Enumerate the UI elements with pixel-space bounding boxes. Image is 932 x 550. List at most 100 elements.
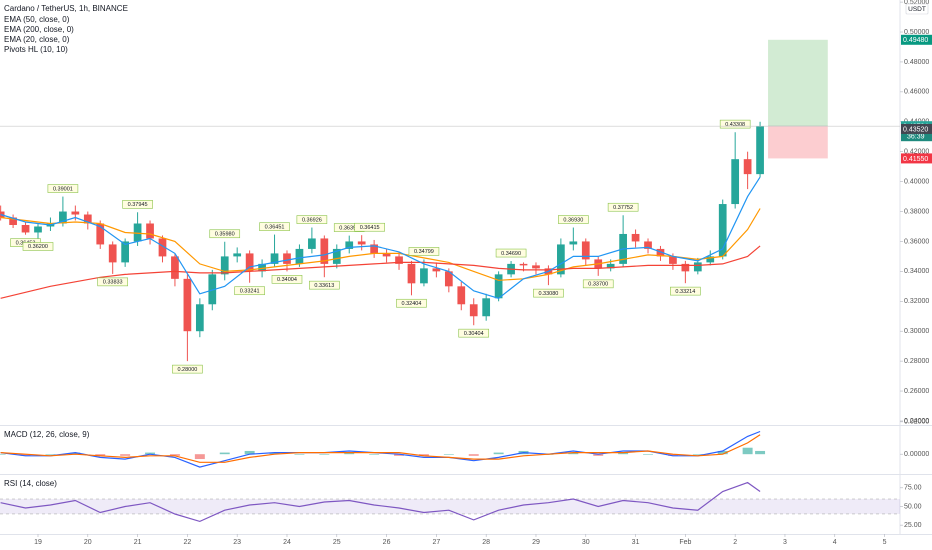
pivot-label-box: [533, 288, 564, 298]
target-zone: [768, 39, 828, 127]
pivot-label-box: [458, 328, 490, 338]
series-line: [0, 208, 761, 281]
price-tag-label: 0.41550: [903, 156, 928, 163]
x-tick-label: 31: [632, 539, 640, 546]
legend-entry: Pivots HL (10, 10): [4, 45, 68, 54]
candle-body: [581, 241, 590, 260]
candle-body: [444, 271, 453, 287]
pivot-label: 0.36926: [302, 217, 322, 223]
histogram-bar: [120, 454, 131, 456]
pivot-label-box: [558, 215, 589, 224]
rsi-band: [0, 499, 900, 514]
candle-body: [357, 241, 366, 245]
pivot-label-box: [234, 286, 265, 296]
histogram-bar: [244, 450, 255, 455]
histogram-bar: [618, 452, 629, 455]
candle-body: [693, 262, 702, 272]
x-tick-label: 27: [432, 539, 440, 546]
pivot-label: 0.32404: [402, 301, 422, 307]
legend-entry: EMA (20, close, 0): [4, 35, 70, 44]
candle-body: [133, 223, 142, 242]
pivot-label: 0.35980: [215, 231, 235, 237]
pivot-label-box: [97, 277, 128, 287]
histogram-bar: [45, 454, 56, 455]
histogram-bar: [269, 452, 280, 455]
histogram-bar: [20, 454, 31, 456]
y-tick-label: 0.36000: [904, 238, 929, 245]
y-tick-label: 0.50000: [904, 29, 929, 36]
candle-body: [283, 253, 291, 264]
pivot-label-box: [271, 275, 303, 284]
candle-body: [108, 244, 117, 263]
candle-body: [233, 253, 242, 257]
y-tick-label: 0.48000: [904, 59, 929, 66]
pivot-label-box: [172, 364, 203, 374]
pivot-label-box: [309, 280, 340, 290]
pivot-label: 0.33214: [675, 289, 695, 295]
unit-box: [905, 3, 929, 15]
candle-body: [382, 253, 391, 257]
pivot-label: 0.33833: [103, 280, 123, 286]
pivot-label: 0.34004: [277, 277, 297, 283]
candle-body: [9, 217, 17, 225]
countdown: 36:39: [907, 134, 925, 141]
candle-body: [83, 214, 92, 224]
histogram-bar: [755, 450, 766, 455]
pivot-label: 0.36200: [28, 244, 48, 250]
pane-title: RSI (14, close): [4, 479, 57, 488]
candle-body: [482, 298, 491, 317]
candle-body: [681, 263, 690, 272]
pivot-label: 0.30404: [464, 331, 484, 337]
x-tick-label: 2: [733, 539, 737, 546]
candle-body: [308, 238, 316, 249]
x-tick-label: 25: [333, 539, 341, 546]
histogram-bar: [294, 454, 305, 455]
histogram-bar: [742, 447, 753, 455]
y-tick-label: 50.00: [904, 503, 922, 510]
histogram-bar: [70, 452, 81, 455]
y-tick-label: 0.02000: [904, 419, 929, 426]
candle-body: [669, 256, 677, 264]
histogram-bar: [0, 454, 6, 455]
candle-body: [407, 263, 416, 284]
candle-body: [395, 256, 403, 264]
pivot-label-box: [354, 222, 385, 232]
candle-body: [295, 248, 304, 264]
candle-body: [21, 224, 30, 233]
series-line: [0, 481, 761, 523]
candle-body: [644, 241, 652, 249]
stop-zone: [768, 126, 828, 159]
y-tick-label: 0.42000: [904, 149, 929, 156]
histogram-bar: [169, 454, 180, 456]
candle-body: [96, 223, 105, 245]
histogram-bar: [418, 454, 429, 456]
histogram-bar: [219, 452, 230, 455]
pivot-label: 0.43308: [725, 122, 745, 128]
candle-body: [320, 238, 329, 264]
candle-body: [469, 304, 478, 317]
y-tick-label: 75.00: [904, 485, 922, 492]
pivot-label: 0.37945: [128, 202, 148, 208]
y-tick-label: 0.38000: [904, 208, 929, 215]
candle-body: [656, 248, 665, 257]
pivot-label: 0.34799: [414, 249, 434, 255]
series-line: [0, 434, 761, 463]
pivot-label: 0.36451: [265, 224, 285, 230]
x-tick-label: 5: [883, 539, 887, 546]
price-tag: [901, 153, 932, 164]
candle-body: [171, 256, 179, 279]
candle-body: [195, 304, 204, 332]
candle-body: [432, 268, 441, 272]
pivot-label-box: [582, 279, 614, 289]
candle-body: [220, 256, 229, 275]
histogram-bar: [443, 454, 454, 455]
candle-body: [345, 241, 354, 249]
series-line: [0, 245, 761, 299]
y-tick-label: 0.30000: [904, 328, 929, 335]
y-tick-label: 0.26000: [904, 388, 929, 395]
pivot-label-box: [396, 298, 427, 308]
pivot-label: 0.36930: [563, 217, 583, 223]
legend-entry: EMA (50, close, 0): [4, 15, 70, 24]
y-tick-label: 0.32000: [904, 298, 929, 305]
